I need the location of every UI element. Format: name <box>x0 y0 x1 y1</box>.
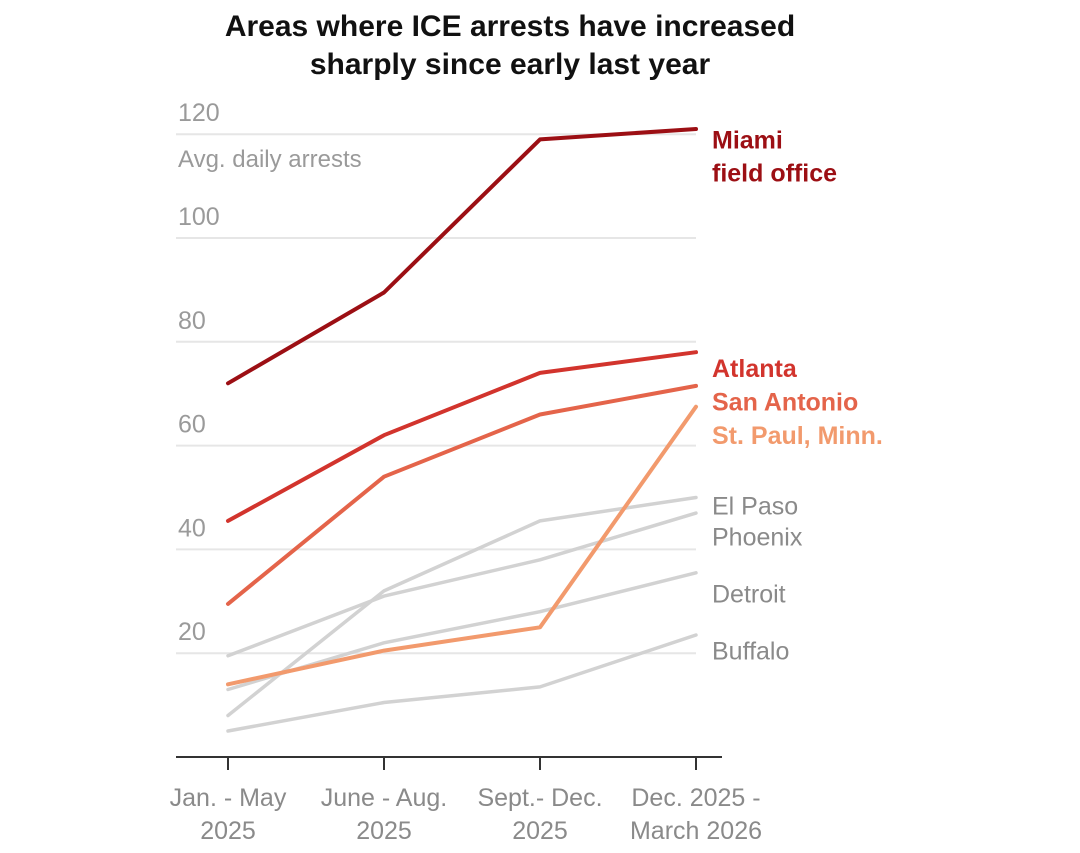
series-line <box>226 350 698 523</box>
series-label: Detroit <box>712 581 786 609</box>
x-tick-label: Dec. 2025 - <box>631 784 760 812</box>
series-label: field office <box>712 159 837 187</box>
y-tick-label: 120 <box>178 99 220 127</box>
y-tick-label: 100 <box>178 203 220 231</box>
series-line <box>226 511 698 658</box>
series-label: El Paso <box>712 492 798 520</box>
y-axis-unit-label: Avg. daily arrests <box>178 146 362 173</box>
y-tick-label: 20 <box>178 618 206 646</box>
x-tick-label: Jan. - May <box>170 784 287 812</box>
series-label: Miami <box>712 126 783 154</box>
x-tick-label: 2025 <box>200 817 256 845</box>
series-label: Atlanta <box>712 355 798 383</box>
y-tick-label: 40 <box>178 514 206 542</box>
series-line <box>226 127 698 386</box>
x-tick-label: 2025 <box>356 817 412 845</box>
x-tick-label: Sept.- Dec. <box>477 784 602 812</box>
series-label: San Antonio <box>712 388 858 416</box>
gridlines <box>176 133 696 655</box>
series-line <box>226 571 698 692</box>
series-labels: Miami field office Atlanta San Antonio St. P… <box>712 126 883 665</box>
series-label: St. Paul, Minn. <box>712 422 883 450</box>
x-axis: Jan. - May 2025 June - Aug. 2025 Sept.- Dec.… <box>170 756 762 845</box>
x-tick-label: 2025 <box>512 817 568 845</box>
x-tick-label: March 2026 <box>630 817 762 845</box>
chart-title: Areas where ICE arrests have increased s… <box>0 8 1020 84</box>
series-line <box>226 495 698 718</box>
x-tick-label: June - Aug. <box>321 784 447 812</box>
chart-title-line-1: Areas where ICE arrests have increased <box>224 10 796 43</box>
series-label: Phoenix <box>712 523 803 551</box>
series-label: Buffalo <box>712 638 789 666</box>
series-line <box>226 383 698 606</box>
series-line <box>226 633 698 733</box>
y-tick-label: 80 <box>178 307 206 335</box>
y-axis-ticks: 20 40 60 80 100 120 <box>178 99 220 646</box>
y-tick-label: 60 <box>178 411 206 439</box>
series-line <box>226 404 698 687</box>
chart-title-line-2: sharply since early last year <box>309 48 711 81</box>
series-lines <box>226 127 698 733</box>
